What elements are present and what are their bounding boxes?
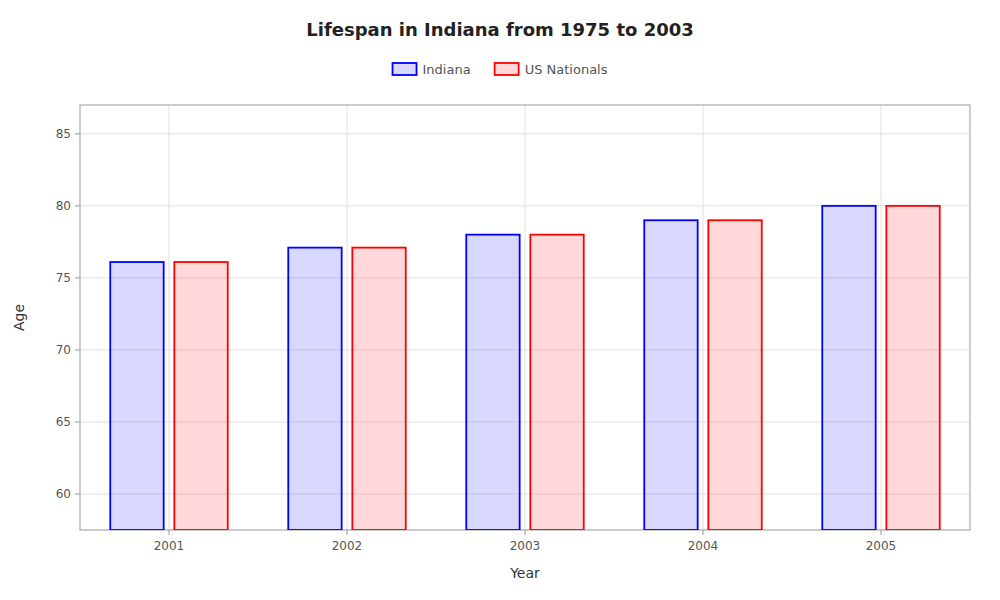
- axes: 60 65 70 75 80 85 2001 2002 2003 2004 2005: [56, 127, 897, 553]
- bar: [110, 262, 163, 530]
- bar: [466, 235, 519, 530]
- y-tick: [75, 349, 80, 350]
- y-tick-label: 80: [56, 199, 71, 213]
- x-tick-label: 2001: [154, 539, 185, 553]
- legend-swatch: [393, 63, 417, 75]
- y-axis-label: Age: [11, 304, 27, 331]
- y-tick: [75, 133, 80, 134]
- chart-container: 60 65 70 75 80 85 2001 2002 2003 2004 2005 Year Age L…: [0, 0, 1000, 600]
- x-grid-line: [169, 105, 170, 530]
- y-tick-label: 85: [56, 127, 71, 141]
- legend-label: US Nationals: [525, 62, 608, 77]
- y-tick: [75, 421, 80, 422]
- chart-svg: 60 65 70 75 80 85 2001 2002 2003 2004 2005 Year Age L…: [0, 0, 1000, 600]
- x-tick-label: 2004: [688, 539, 719, 553]
- y-tick: [75, 493, 80, 494]
- plot-frame: [80, 105, 970, 530]
- grid: [80, 105, 970, 530]
- x-tick: [169, 530, 170, 535]
- y-tick-label: 75: [56, 271, 71, 285]
- x-tick: [525, 530, 526, 535]
- legend-item: US Nationals: [495, 62, 608, 77]
- y-tick: [75, 205, 80, 206]
- y-tick-label: 60: [56, 487, 71, 501]
- bar: [644, 220, 697, 530]
- y-tick: [75, 277, 80, 278]
- x-axis-label: Year: [509, 565, 540, 581]
- bar: [530, 235, 583, 530]
- x-grid-line: [525, 105, 526, 530]
- x-tick: [703, 530, 704, 535]
- x-tick-label: 2002: [332, 539, 363, 553]
- x-tick-label: 2005: [866, 539, 897, 553]
- legend-item: Indiana: [393, 62, 471, 77]
- bar: [352, 248, 405, 530]
- title: Lifespan in Indiana from 1975 to 2003: [306, 19, 694, 40]
- x-grid-line: [703, 105, 704, 530]
- bar: [708, 220, 761, 530]
- x-tick: [881, 530, 882, 535]
- y-tick-label: 65: [56, 415, 71, 429]
- bar: [886, 206, 939, 530]
- legend: Indiana US Nationals: [393, 62, 608, 77]
- bar: [822, 206, 875, 530]
- x-grid-line: [347, 105, 348, 530]
- x-tick-label: 2003: [510, 539, 541, 553]
- legend-swatch: [495, 63, 519, 75]
- legend-label: Indiana: [423, 62, 471, 77]
- bar: [174, 262, 227, 530]
- bar: [288, 248, 341, 530]
- x-tick: [347, 530, 348, 535]
- x-grid-line: [881, 105, 882, 530]
- bars: [110, 206, 939, 530]
- y-tick-label: 70: [56, 343, 71, 357]
